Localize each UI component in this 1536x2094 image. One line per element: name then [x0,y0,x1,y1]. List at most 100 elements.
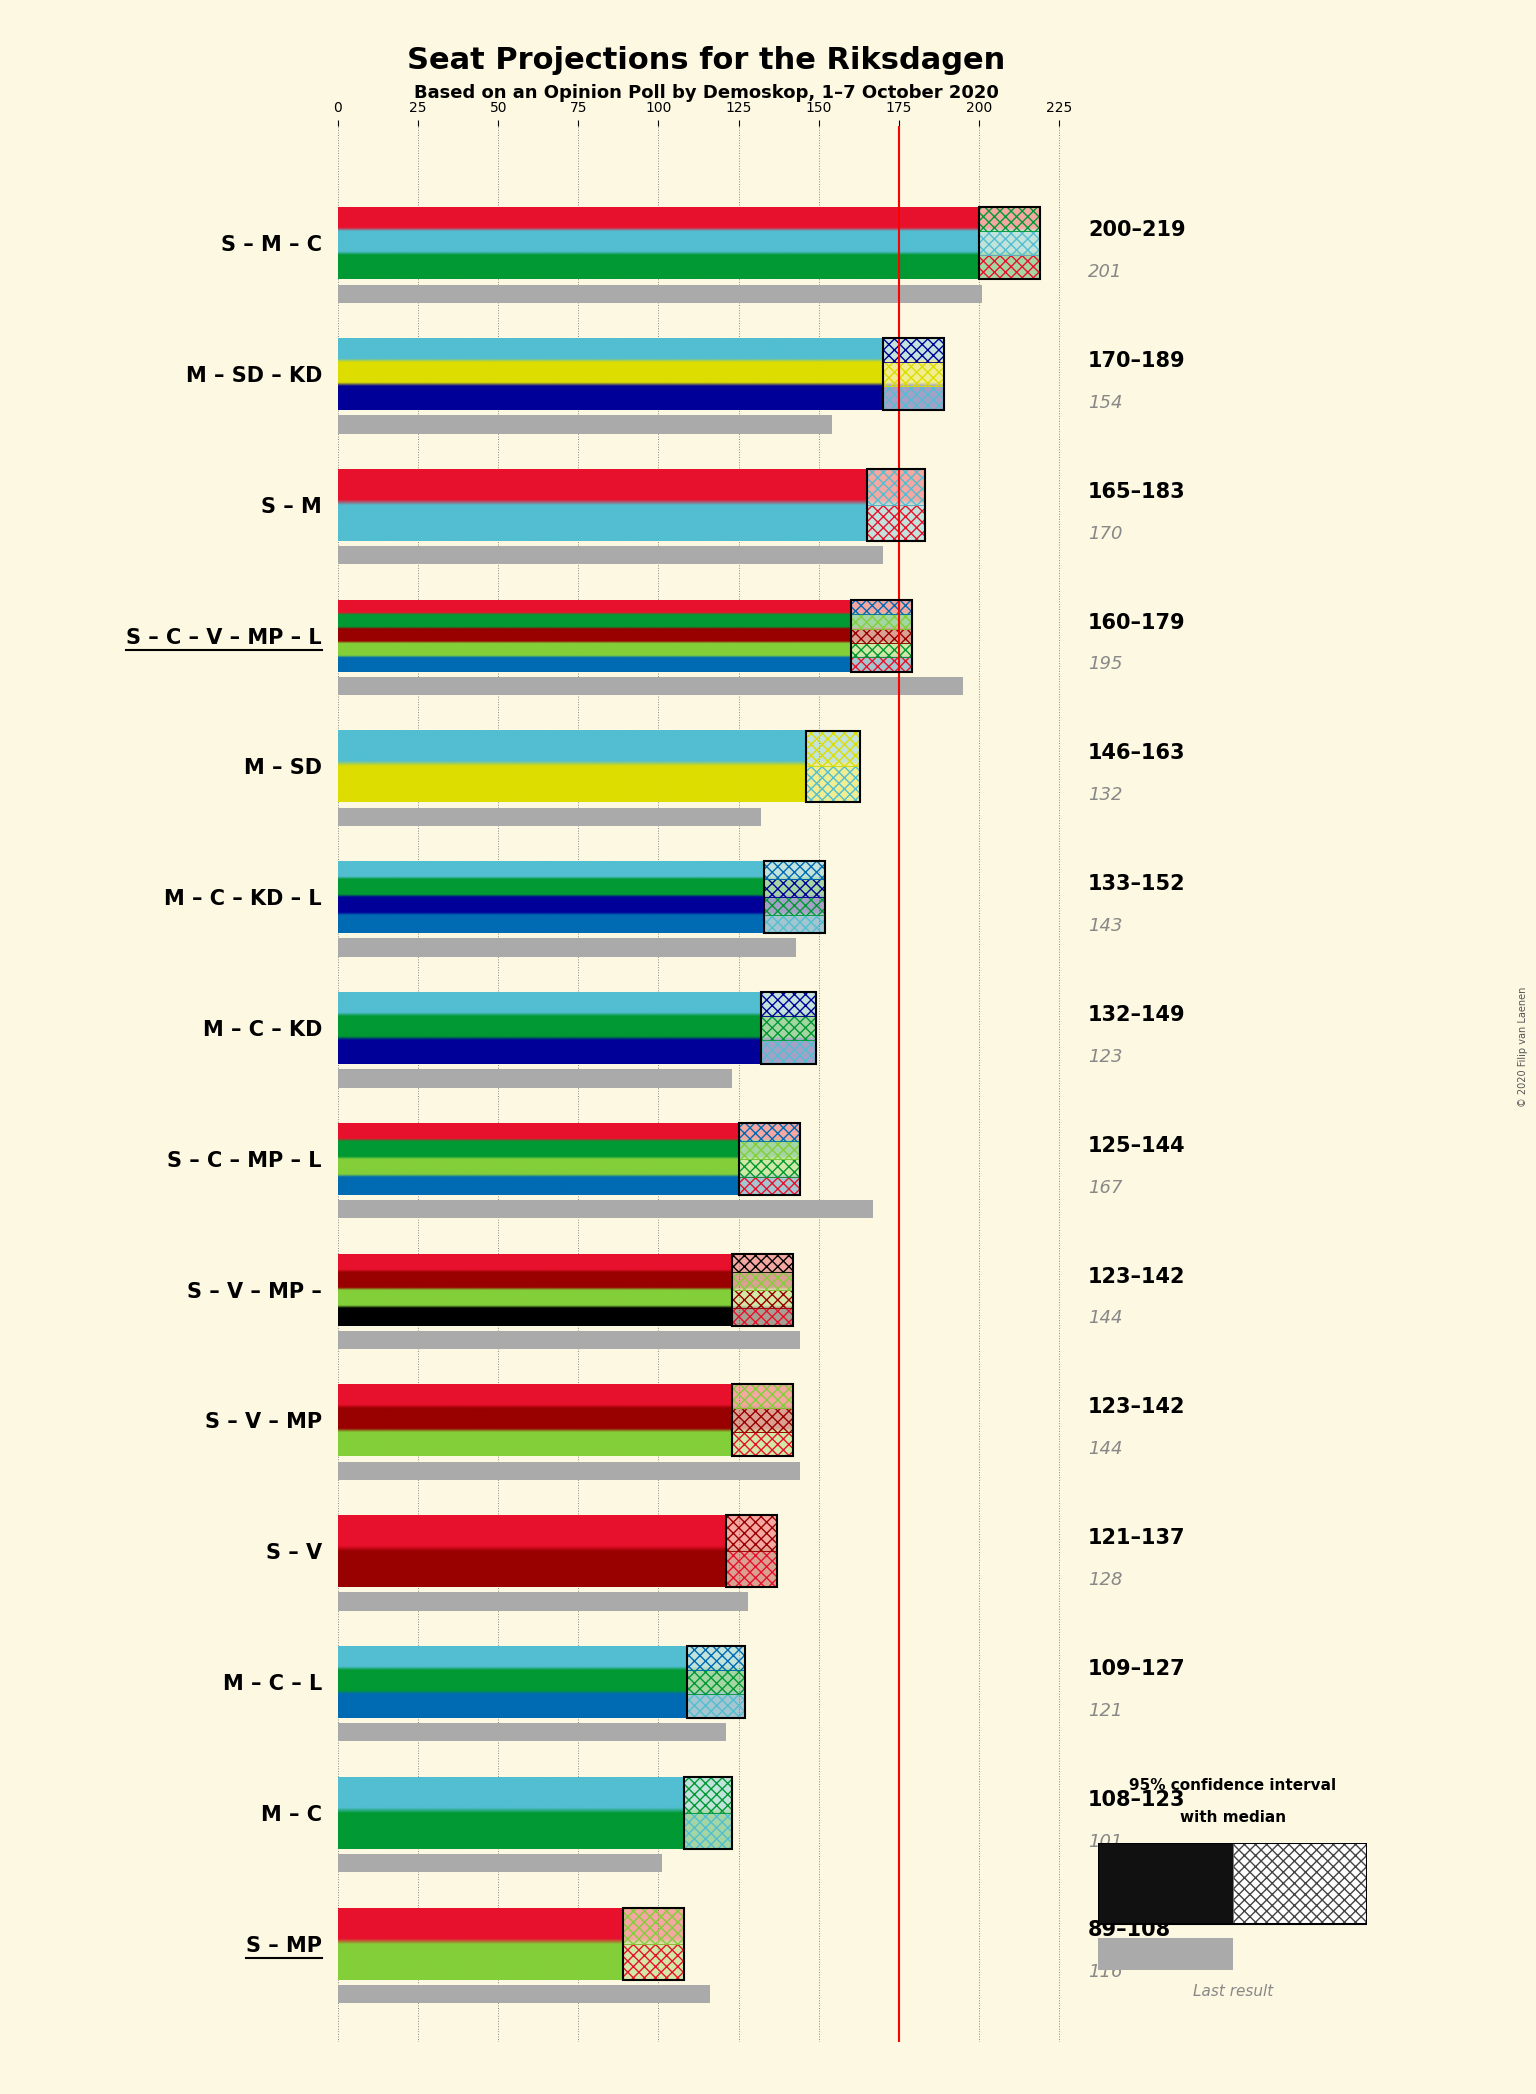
Bar [733,1384,793,1409]
Text: Last result: Last result [1192,1983,1273,1998]
Bar [338,1985,710,2004]
Bar [1232,1843,1367,1924]
Bar [739,1177,800,1196]
Bar [1098,1843,1367,1924]
Text: 143: 143 [1087,917,1123,936]
Bar [687,1646,745,1717]
Bar [760,993,816,1016]
Bar [883,362,943,385]
Bar [338,1200,874,1219]
Bar [1232,1843,1367,1924]
Bar [338,808,760,825]
Text: 133–152: 133–152 [1087,873,1186,894]
Bar [338,1332,800,1349]
Bar [739,1122,800,1141]
Bar [739,1122,800,1196]
Bar [733,1432,793,1457]
Bar [684,1778,733,1813]
Bar [765,896,825,915]
Bar [760,1041,816,1064]
Bar [851,643,912,658]
Bar [760,993,816,1064]
Bar [687,1646,745,1671]
Bar [338,938,796,957]
Bar [338,415,831,433]
Bar [806,731,860,802]
Text: 170: 170 [1087,526,1123,542]
Bar [978,255,1040,279]
Text: 116: 116 [1087,1964,1123,1981]
Bar [739,1158,800,1177]
Bar [851,614,912,628]
Bar [733,1271,793,1290]
Bar [338,1462,800,1480]
Bar [851,628,912,643]
Bar [338,547,883,565]
Text: with median: with median [1180,1809,1286,1824]
Bar [806,731,860,766]
Bar [765,915,825,934]
Bar [866,469,925,505]
Bar [727,1552,777,1587]
Bar [624,1908,684,1943]
Text: 101: 101 [1087,1832,1123,1851]
Bar [765,861,825,934]
Text: 200–219: 200–219 [1087,220,1186,241]
Text: 144: 144 [1087,1441,1123,1457]
Bar [338,1723,727,1742]
Bar [883,337,943,362]
Text: 144: 144 [1087,1309,1123,1328]
Text: Based on an Opinion Poll by Demoskop, 1–7 October 2020: Based on an Opinion Poll by Demoskop, 1–… [415,84,998,103]
Bar [338,1070,733,1087]
Bar [727,1516,777,1552]
Bar [883,385,943,410]
Bar [978,207,1040,230]
Text: 160–179: 160–179 [1087,614,1186,632]
Text: 167: 167 [1087,1179,1123,1196]
Text: 123–142: 123–142 [1087,1397,1186,1418]
Text: 132: 132 [1087,785,1123,804]
Text: 95% confidence interval: 95% confidence interval [1129,1778,1336,1792]
Bar [883,337,943,410]
Bar [760,1016,816,1041]
Text: 165–183: 165–183 [1087,482,1186,503]
Bar [684,1813,733,1849]
Text: 146–163: 146–163 [1087,743,1186,764]
Bar [733,1290,793,1307]
Text: 108–123: 108–123 [1087,1790,1186,1809]
Bar [1098,1843,1232,1924]
Text: 123: 123 [1087,1047,1123,1066]
Bar [624,1908,684,1979]
Bar [851,658,912,672]
Text: 170–189: 170–189 [1087,352,1186,371]
Bar [733,1254,793,1271]
Bar [765,879,825,896]
Text: 195: 195 [1087,655,1123,674]
Text: © 2020 Filip van Laenen: © 2020 Filip van Laenen [1518,986,1528,1108]
Text: 121: 121 [1087,1702,1123,1719]
Bar [866,469,925,540]
Bar [806,766,860,802]
Bar [866,505,925,540]
Bar [851,599,912,614]
Bar [338,676,963,695]
Bar [687,1671,745,1694]
Bar [727,1516,777,1587]
Text: 125–144: 125–144 [1087,1135,1186,1156]
Bar [978,207,1040,279]
Bar [978,230,1040,255]
Bar [624,1943,684,1979]
Text: 109–127: 109–127 [1087,1658,1186,1679]
Bar [687,1694,745,1717]
Bar [733,1307,793,1326]
Bar [338,1591,748,1610]
Text: 121–137: 121–137 [1087,1529,1186,1547]
Bar [338,285,982,304]
Text: 89–108: 89–108 [1087,1920,1170,1941]
Bar [733,1384,793,1457]
Bar [739,1141,800,1158]
Bar [1098,1939,1232,1970]
Text: Seat Projections for the Riksdagen: Seat Projections for the Riksdagen [407,46,1006,75]
Bar [733,1409,793,1432]
Bar [733,1254,793,1326]
